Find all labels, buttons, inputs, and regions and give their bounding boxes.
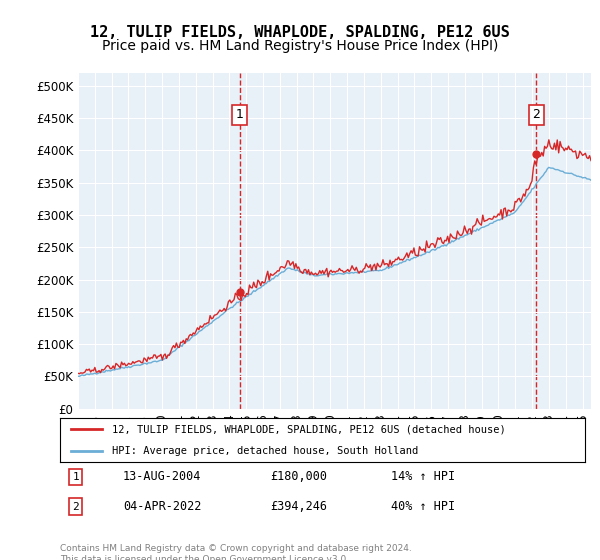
Text: Price paid vs. HM Land Registry's House Price Index (HPI): Price paid vs. HM Land Registry's House …	[102, 39, 498, 53]
Text: HPI: Average price, detached house, South Holland: HPI: Average price, detached house, Sout…	[113, 446, 419, 456]
Text: 2: 2	[532, 108, 541, 122]
Text: 12, TULIP FIELDS, WHAPLODE, SPALDING, PE12 6US: 12, TULIP FIELDS, WHAPLODE, SPALDING, PE…	[90, 25, 510, 40]
Text: 13-AUG-2004: 13-AUG-2004	[123, 470, 202, 483]
Text: 14% ↑ HPI: 14% ↑ HPI	[391, 470, 455, 483]
Text: 1: 1	[236, 108, 244, 122]
Text: 2: 2	[73, 502, 79, 511]
Text: 1: 1	[73, 472, 79, 482]
Text: 12, TULIP FIELDS, WHAPLODE, SPALDING, PE12 6US (detached house): 12, TULIP FIELDS, WHAPLODE, SPALDING, PE…	[113, 424, 506, 434]
Text: 40% ↑ HPI: 40% ↑ HPI	[391, 500, 455, 513]
Text: Contains HM Land Registry data © Crown copyright and database right 2024.
This d: Contains HM Land Registry data © Crown c…	[60, 544, 412, 560]
Text: £180,000: £180,000	[270, 470, 327, 483]
Text: £394,246: £394,246	[270, 500, 327, 513]
Text: 04-APR-2022: 04-APR-2022	[123, 500, 202, 513]
